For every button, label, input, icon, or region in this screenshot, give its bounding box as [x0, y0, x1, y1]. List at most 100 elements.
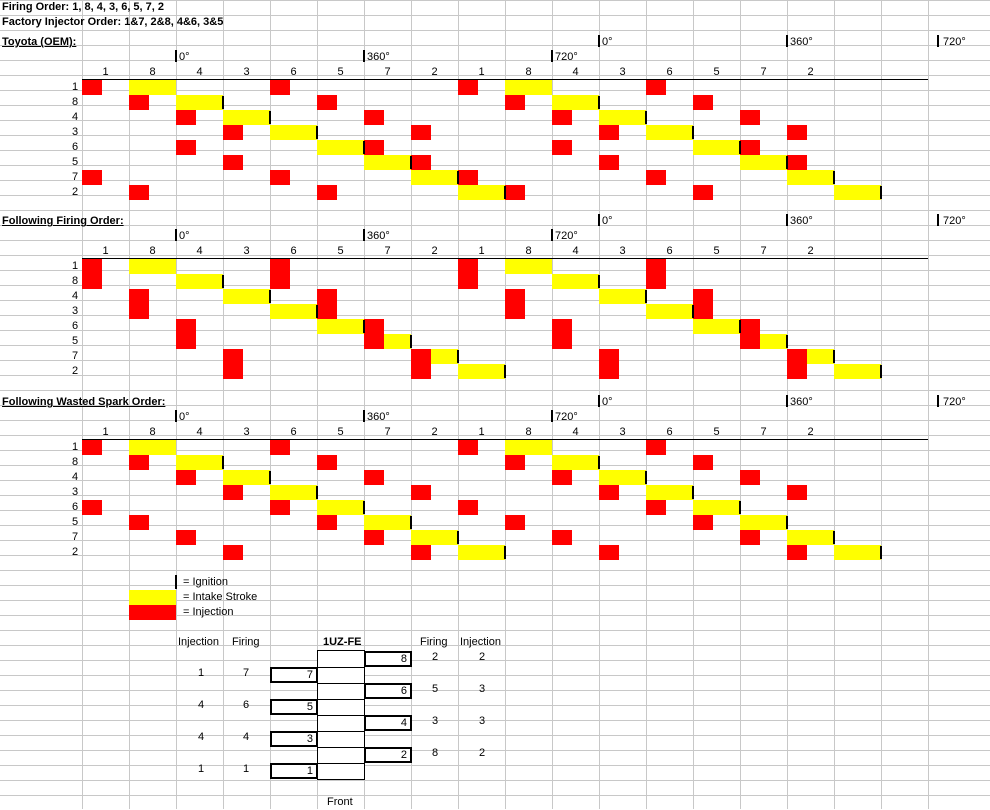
ignition-mark [269, 290, 271, 303]
row-label: 6 [72, 320, 79, 332]
intake-cell [223, 470, 270, 485]
intake-cell [599, 289, 646, 304]
cylinder-header: 1 [102, 426, 109, 438]
injection-cell [787, 485, 807, 500]
ignition-mark [269, 471, 271, 484]
injection-cell [82, 259, 102, 274]
cylinder-header: 5 [713, 245, 720, 257]
engine-block-divider [318, 747, 364, 748]
intake-cell [223, 289, 270, 304]
intake-cell [411, 170, 458, 185]
injection-cell [317, 304, 337, 319]
intake-cell [317, 140, 364, 155]
degree-tick [598, 35, 600, 47]
cylinder-header: 2 [431, 245, 438, 257]
injection-cell [411, 485, 431, 500]
ignition-mark [598, 275, 600, 288]
ignition-mark [645, 290, 647, 303]
injection-cell [223, 364, 243, 379]
intake-cell [129, 440, 176, 455]
cylinder-header: 2 [431, 426, 438, 438]
left-injection-value: 4 [198, 699, 205, 711]
degree-label: 360° [790, 396, 813, 408]
left-firing-value: 6 [243, 699, 250, 711]
engine-title: 1UZ-FE [323, 636, 362, 648]
cylinder-header: 7 [760, 245, 767, 257]
row-label: 1 [72, 441, 79, 453]
injection-cell [129, 289, 149, 304]
injection-cell [552, 530, 572, 545]
cylinder-number: 3 [306, 733, 313, 745]
legend-injection: = Injection [183, 606, 234, 618]
degree-tick [175, 50, 177, 62]
ignition-mark [786, 516, 788, 529]
cylinder-header: 2 [807, 245, 814, 257]
cylinder-header: 5 [337, 426, 344, 438]
ignition-mark [786, 335, 788, 348]
injection-cell [223, 155, 243, 170]
firing-order-text: Firing Order: 1, 8, 4, 3, 6, 5, 7, 2 [2, 1, 165, 13]
injection-cell [693, 95, 713, 110]
cylinder-number: 7 [306, 669, 313, 681]
right-bank-cylinder: 6 [364, 683, 412, 699]
left-bank-cylinder: 1 [270, 763, 318, 779]
cylinder-header: 1 [102, 66, 109, 78]
legend-intake-swatch [129, 590, 176, 605]
intake-cell [129, 80, 176, 95]
right-injection-value: 3 [479, 715, 486, 727]
row-label: 8 [72, 456, 79, 468]
cylinder-header: 7 [760, 426, 767, 438]
injection-cell [82, 500, 102, 515]
cylinder-header: 1 [478, 66, 485, 78]
injection-cell [552, 470, 572, 485]
injection-cell [317, 455, 337, 470]
legend-intake: = Intake Stroke [183, 591, 258, 603]
intake-cell [599, 110, 646, 125]
right-bank-cylinder: 4 [364, 715, 412, 731]
intake-cell [740, 515, 787, 530]
ignition-mark [457, 531, 459, 544]
degree-label: 360° [790, 215, 813, 227]
cylinder-header: 5 [713, 426, 720, 438]
ignition-mark [692, 486, 694, 499]
cylinder-number: 4 [400, 717, 407, 729]
cylinder-header: 4 [196, 245, 203, 257]
engine-block-divider [318, 763, 364, 764]
cylinder-number: 6 [400, 685, 407, 697]
ignition-mark [739, 501, 741, 514]
cylinder-header: 1 [478, 426, 485, 438]
intake-cell [552, 274, 599, 289]
ignition-mark [222, 275, 224, 288]
engine-block-divider [318, 683, 364, 684]
injection-cell [505, 185, 525, 200]
degree-label: 0° [602, 36, 613, 48]
ignition-mark [504, 186, 506, 199]
left-injection-value: 1 [198, 667, 205, 679]
cylinder-header: 6 [666, 66, 673, 78]
injection-cell [411, 155, 431, 170]
degree-tick [937, 35, 939, 47]
injection-cell [693, 304, 713, 319]
degree-label: 720° [943, 396, 966, 408]
ignition-mark [504, 546, 506, 559]
intake-cell [270, 125, 317, 140]
injector-order-text: Factory Injector Order: 1&7, 2&8, 4&6, 3… [2, 16, 224, 28]
ignition-mark [363, 501, 365, 514]
injection-cell [176, 140, 196, 155]
degree-tick [786, 395, 788, 407]
injection-cell [599, 545, 619, 560]
cylinder-header: 6 [290, 426, 297, 438]
cylinder-header: 4 [572, 426, 579, 438]
degree-label: 0° [179, 411, 190, 423]
row-label: 6 [72, 501, 79, 513]
cylinder-header: 1 [102, 245, 109, 257]
injection-cell [129, 455, 149, 470]
injection-cell [176, 110, 196, 125]
injection-cell [599, 125, 619, 140]
cylinder-number: 1 [306, 765, 313, 777]
intake-cell [646, 485, 693, 500]
intake-cell [552, 95, 599, 110]
cylinder-header: 3 [619, 66, 626, 78]
degree-tick [363, 410, 365, 422]
injection-cell [411, 125, 431, 140]
